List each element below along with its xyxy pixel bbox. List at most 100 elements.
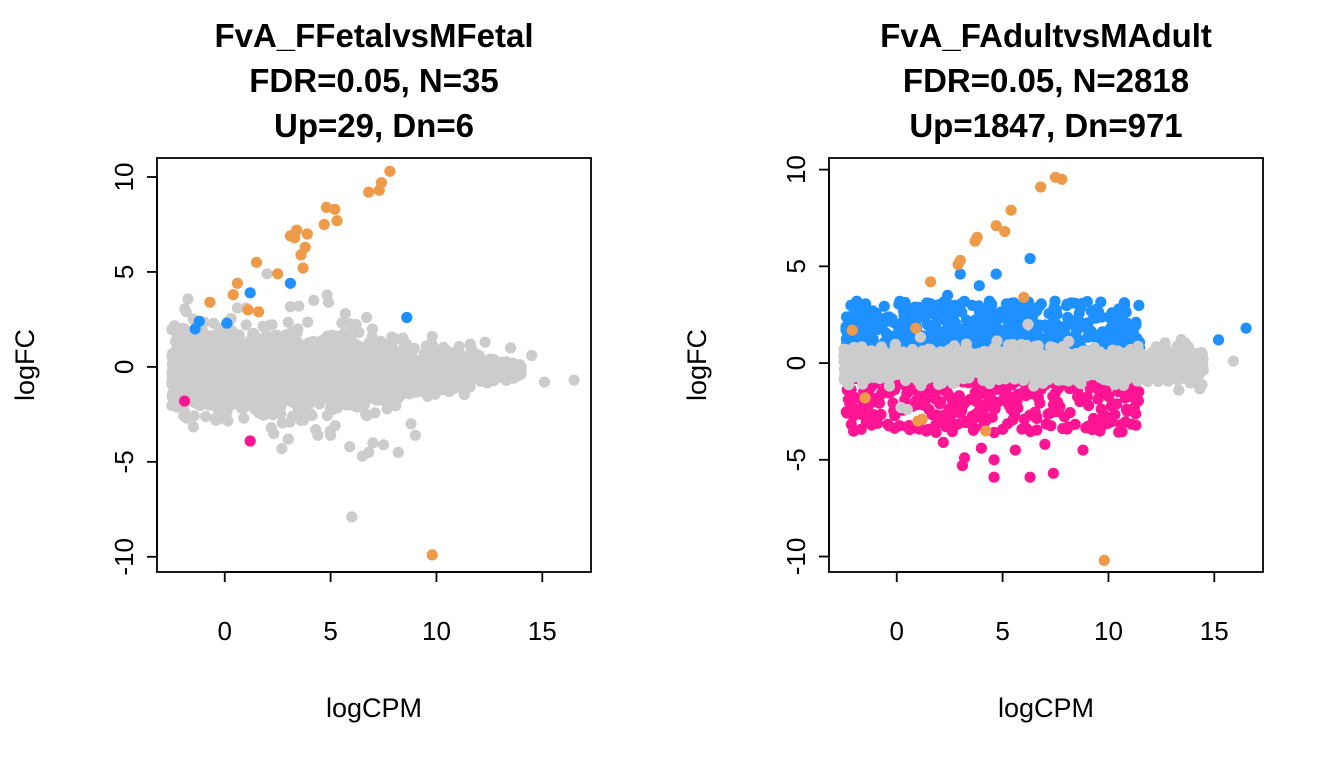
nonsig-point xyxy=(208,317,220,329)
nonsig-point xyxy=(1041,364,1053,376)
nonsig-point xyxy=(865,364,877,376)
down-point xyxy=(983,393,995,405)
up-point xyxy=(1110,335,1122,347)
nonsig-point xyxy=(329,420,341,432)
down-point xyxy=(956,405,968,417)
nonsig-point xyxy=(854,350,866,362)
down-point xyxy=(1072,391,1084,403)
nonsig-point xyxy=(1227,355,1239,367)
nonsig-point xyxy=(293,359,305,371)
nonsig-point xyxy=(359,341,371,354)
chart-title-line-2: FDR=0.05, N=2818 xyxy=(903,62,1189,99)
nonsig-point xyxy=(257,382,269,394)
nonsig-point xyxy=(390,333,402,345)
x-tick-label: 5 xyxy=(995,616,1009,646)
nonsig-point xyxy=(838,373,850,386)
nonsig-point xyxy=(1151,356,1163,368)
x-tick-label: 0 xyxy=(218,616,232,646)
nonsig-point xyxy=(210,414,222,426)
nonsig-point xyxy=(302,316,314,328)
up-point xyxy=(956,306,968,318)
up-point xyxy=(967,326,979,339)
nonsig-point xyxy=(220,376,232,388)
nonsig-point xyxy=(181,356,193,368)
down-point xyxy=(1130,392,1142,404)
nonsig-point xyxy=(538,376,551,388)
up-point xyxy=(221,317,233,329)
x-tick-label: 10 xyxy=(1094,616,1123,646)
down-point xyxy=(850,392,862,404)
nonsig-point xyxy=(283,354,295,366)
nonsig-point xyxy=(265,397,277,409)
other-point xyxy=(231,277,243,289)
nonsig-point xyxy=(308,294,320,306)
nonsig-point xyxy=(492,370,504,382)
up-point xyxy=(920,307,933,319)
other-point xyxy=(329,203,341,215)
nonsig-point xyxy=(453,341,465,353)
down-point xyxy=(1018,413,1030,425)
nonsig-point xyxy=(1193,353,1205,365)
other-point xyxy=(1098,554,1110,567)
down-point xyxy=(1039,438,1051,450)
up-point xyxy=(896,319,908,331)
down-point xyxy=(1119,416,1131,428)
other-point xyxy=(1056,173,1068,185)
down-point xyxy=(937,436,949,448)
nonsig-point xyxy=(200,396,212,408)
other-point xyxy=(318,218,330,231)
nonsig-point xyxy=(367,437,379,449)
nonsig-point xyxy=(174,381,186,393)
up-point xyxy=(1095,296,1107,308)
up-point xyxy=(992,324,1004,337)
nonsig-point xyxy=(464,338,476,350)
down-point xyxy=(964,394,976,406)
up-point xyxy=(995,306,1007,318)
nonsig-point xyxy=(197,329,209,341)
nonsig-point xyxy=(1091,354,1103,366)
down-point xyxy=(1094,425,1106,437)
nonsig-point xyxy=(1166,354,1178,366)
nonsig-point xyxy=(526,349,538,362)
up-point xyxy=(1212,334,1225,346)
nonsig-point xyxy=(405,418,417,430)
nonsig-point xyxy=(950,350,962,362)
nonsig-point xyxy=(491,358,503,370)
down-point xyxy=(1024,471,1036,483)
down-point xyxy=(1009,444,1021,456)
nonsig-point xyxy=(238,381,250,393)
other-point xyxy=(1005,204,1017,216)
nonsig-point xyxy=(1022,318,1034,330)
nonsig-point xyxy=(275,359,287,371)
nonsig-point xyxy=(378,395,390,407)
down-point xyxy=(958,452,971,464)
nonsig-point xyxy=(918,374,930,386)
nonsig-point xyxy=(204,336,216,348)
nonsig-point xyxy=(933,348,945,360)
nonsig-point xyxy=(267,369,279,382)
up-point xyxy=(878,300,890,312)
up-point xyxy=(401,311,413,324)
nonsig-point xyxy=(1147,367,1159,379)
other-point xyxy=(980,425,992,437)
nonsig-point xyxy=(251,350,263,362)
nonsig-point xyxy=(989,342,1001,354)
nonsig-point xyxy=(1017,364,1029,376)
other-point xyxy=(952,258,964,270)
nonsig-point xyxy=(321,333,333,346)
nonsig-point xyxy=(325,429,337,441)
nonsig-point xyxy=(182,293,194,305)
nonsig-point xyxy=(425,340,437,352)
down-point xyxy=(971,382,983,394)
nonsig-point xyxy=(330,348,342,360)
chart-title-line-1: FvA_FAdultvsMAdult xyxy=(880,17,1212,54)
chart-title-line-3: Up=1847, Dn=971 xyxy=(909,107,1182,144)
nonsig-point xyxy=(267,409,279,421)
up-point xyxy=(894,295,906,307)
nonsig-point xyxy=(964,361,976,373)
nonsig-point xyxy=(240,338,252,350)
nonsig-point xyxy=(169,393,181,405)
nonsig-point xyxy=(974,347,986,359)
